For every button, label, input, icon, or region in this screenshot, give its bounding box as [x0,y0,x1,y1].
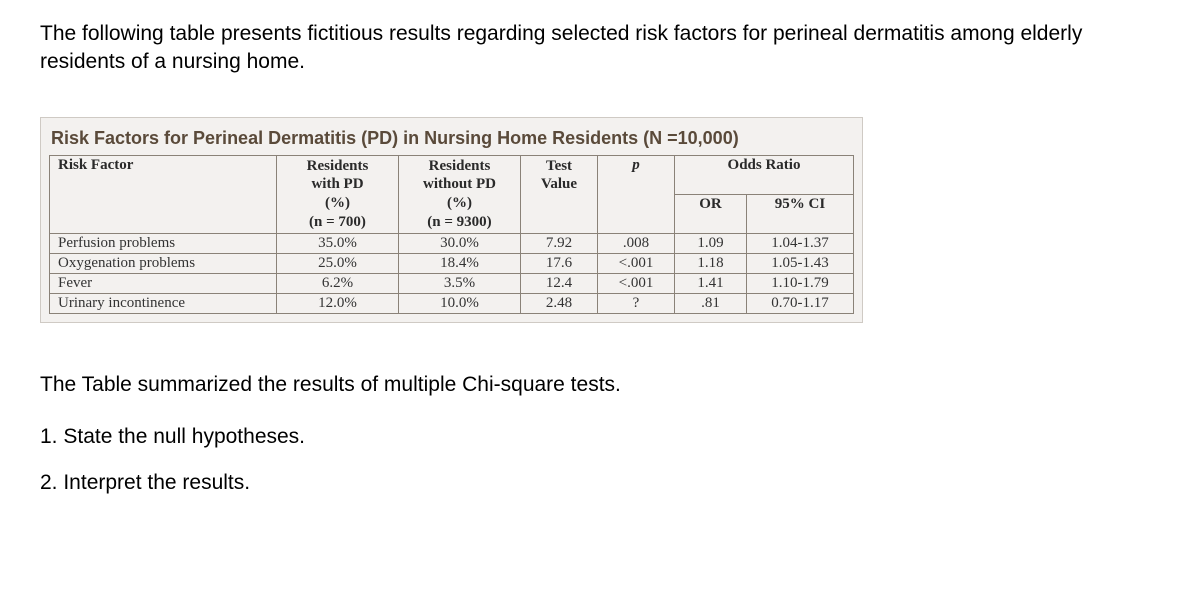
cell-risk-factor: Fever [50,273,277,293]
cell-without-pd: 3.5% [399,273,521,293]
cell-risk-factor: Urinary incontinence [50,293,277,313]
cell-without-pd: 30.0% [399,233,521,253]
cell-p: <.001 [598,273,675,293]
cell-test-value: 2.48 [521,293,598,313]
cell-test-value: 12.4 [521,273,598,293]
hdr-text: with PD [285,175,390,194]
cell-or: 1.41 [675,273,747,293]
cell-or: .81 [675,293,747,313]
cell-p: .008 [598,233,675,253]
hdr-text: Value [529,175,589,194]
hdr-text: (n = 700) [285,213,390,232]
hdr-text: Test [529,157,589,176]
cell-p: <.001 [598,253,675,273]
cell-ci: 0.70-1.17 [747,293,854,313]
risk-factor-table-container: Risk Factors for Perineal Dermatitis (PD… [40,117,863,323]
cell-with-pd: 35.0% [277,233,399,253]
risk-factor-table: Risk Factor Residents with PD (%) (n = 7… [49,155,854,314]
cell-ci: 1.05-1.43 [747,253,854,273]
cell-ci: 1.04-1.37 [747,233,854,253]
cell-without-pd: 18.4% [399,253,521,273]
table-row: Fever 6.2% 3.5% 12.4 <.001 1.41 1.10-1.7… [50,273,854,293]
hdr-text: Residents [285,157,390,176]
cell-p: ? [598,293,675,313]
col-header-odds-ratio: Odds Ratio [675,155,854,194]
summary-text: The Table summarized the results of mult… [40,373,1160,397]
col-header-with-pd: Residents with PD (%) (n = 700) [277,155,399,233]
table-row: Perfusion problems 35.0% 30.0% 7.92 .008… [50,233,854,253]
hdr-text: (n = 9300) [407,213,512,232]
question-1: 1. State the null hypotheses. [40,425,1160,449]
col-header-or: OR [675,194,747,233]
col-header-ci: 95% CI [747,194,854,233]
table-row: Urinary incontinence 12.0% 10.0% 2.48 ? … [50,293,854,313]
col-header-test-value: Test Value [521,155,598,233]
cell-test-value: 17.6 [521,253,598,273]
col-header-p: p [598,155,675,233]
cell-ci: 1.10-1.79 [747,273,854,293]
intro-paragraph: The following table presents fictitious … [40,20,1140,77]
table-title: Risk Factors for Perineal Dermatitis (PD… [49,124,854,155]
col-header-risk-factor: Risk Factor [50,155,277,233]
cell-risk-factor: Perfusion problems [50,233,277,253]
hdr-text: Residents [407,157,512,176]
cell-with-pd: 6.2% [277,273,399,293]
hdr-text: (%) [407,194,512,213]
hdr-text: (%) [285,194,390,213]
question-2: 2. Interpret the results. [40,471,1160,495]
cell-without-pd: 10.0% [399,293,521,313]
hdr-text: without PD [407,175,512,194]
col-header-without-pd: Residents without PD (%) (n = 9300) [399,155,521,233]
cell-or: 1.09 [675,233,747,253]
cell-risk-factor: Oxygenation problems [50,253,277,273]
cell-or: 1.18 [675,253,747,273]
cell-with-pd: 12.0% [277,293,399,313]
cell-test-value: 7.92 [521,233,598,253]
table-row: Oxygenation problems 25.0% 18.4% 17.6 <.… [50,253,854,273]
cell-with-pd: 25.0% [277,253,399,273]
